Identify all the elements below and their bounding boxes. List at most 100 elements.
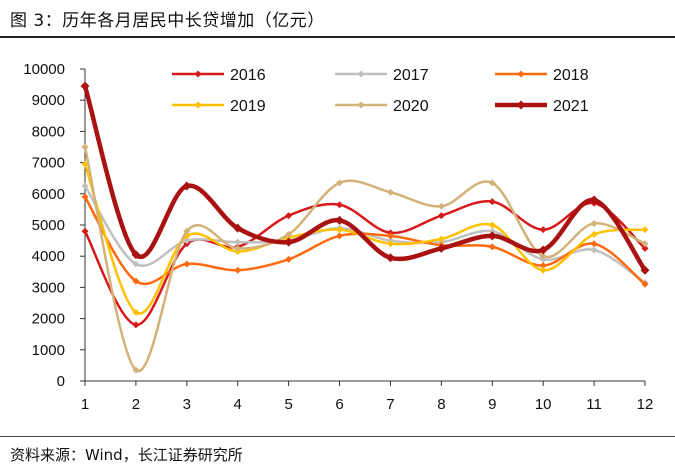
x-tick-label: 2 — [132, 396, 140, 413]
data-point-2019 — [539, 266, 547, 274]
data-point-2021 — [436, 243, 446, 253]
data-point-2021 — [284, 237, 294, 247]
x-tick-label: 5 — [284, 396, 292, 413]
data-point-2016 — [336, 201, 344, 209]
data-point-2019 — [641, 226, 649, 234]
series-2021 — [80, 81, 650, 275]
series-2020 — [81, 143, 649, 374]
data-point-2018 — [590, 240, 598, 248]
legend-label: 2016 — [230, 67, 266, 84]
data-point-2021 — [182, 181, 192, 191]
legend-marker — [194, 70, 202, 78]
data-point-2020 — [488, 179, 496, 187]
legend-item-2019: 2019 — [172, 98, 266, 115]
legend-item-2016: 2016 — [172, 67, 266, 84]
data-point-2020 — [285, 230, 293, 238]
data-point-2020 — [132, 366, 140, 374]
data-point-2021 — [80, 81, 90, 91]
y-tick-label: 4000 — [32, 248, 65, 265]
x-tick-label: 9 — [488, 396, 496, 413]
data-point-2018 — [386, 232, 394, 240]
data-point-2021 — [589, 195, 599, 205]
data-point-2017 — [132, 260, 140, 268]
y-tick-label: 8000 — [32, 123, 65, 140]
data-point-2017 — [81, 182, 89, 190]
legend-item-2021: 2021 — [495, 98, 589, 115]
legend-label: 2021 — [553, 98, 589, 115]
data-point-2020 — [641, 240, 649, 248]
data-point-2018 — [183, 260, 191, 268]
legend-label: 2019 — [230, 98, 266, 115]
data-point-2020 — [336, 179, 344, 187]
chart-legend: 2016 2017 2018 2019 2020 2021 — [172, 67, 589, 115]
data-point-2020 — [386, 188, 394, 196]
x-tick-label: 1 — [81, 396, 89, 413]
data-point-2019 — [590, 230, 598, 238]
y-tick-label: 6000 — [32, 186, 65, 203]
x-tick-label: 7 — [386, 396, 394, 413]
data-point-2018 — [488, 243, 496, 251]
y-tick-label: 1000 — [32, 342, 65, 359]
chart-axes: 0 1000 2000 3000 4000 5000 6000 7000 8000 9000 100… — [23, 61, 653, 413]
data-point-2016 — [437, 212, 445, 220]
legend-item-2020: 2020 — [335, 98, 429, 115]
data-point-2019 — [132, 308, 140, 316]
y-tick-label: 5000 — [32, 217, 65, 234]
series-line-2016 — [83, 200, 647, 327]
legend-item-2018: 2018 — [495, 67, 589, 84]
data-point-2020 — [437, 202, 445, 210]
source-divider — [0, 436, 675, 437]
y-tick-label: 2000 — [32, 311, 65, 328]
data-point-2021 — [131, 250, 141, 260]
data-point-2017 — [488, 227, 496, 235]
x-tick-label: 8 — [437, 396, 445, 413]
data-point-2018 — [641, 280, 649, 288]
data-point-2016 — [641, 244, 649, 252]
data-point-2021 — [487, 231, 497, 241]
data-point-2020 — [234, 244, 242, 252]
data-point-2019 — [488, 221, 496, 229]
legend-label: 2018 — [553, 67, 589, 84]
x-tick-label: 4 — [234, 396, 242, 413]
data-point-2016 — [132, 321, 140, 329]
legend-marker — [517, 70, 525, 78]
data-point-2016 — [81, 227, 89, 235]
y-tick-label: 10000 — [23, 61, 65, 78]
title-divider — [0, 36, 675, 38]
x-tick-label: 12 — [637, 396, 654, 413]
legend-marker — [516, 100, 526, 110]
data-point-2018 — [336, 232, 344, 240]
data-point-2018 — [285, 255, 293, 263]
y-tick-label: 3000 — [32, 279, 65, 296]
data-point-2020 — [183, 227, 191, 235]
data-point-2018 — [234, 266, 242, 274]
data-point-2018 — [81, 193, 89, 201]
data-point-2020 — [539, 252, 547, 260]
legend-marker — [357, 70, 365, 78]
y-tick-label: 0 — [57, 373, 65, 390]
legend-item-2017: 2017 — [335, 67, 429, 84]
data-point-2021 — [538, 245, 548, 255]
data-point-2019 — [81, 160, 89, 168]
x-tick-label: 10 — [535, 396, 552, 413]
legend-marker — [194, 101, 202, 109]
data-point-2020 — [81, 143, 89, 151]
data-point-2019 — [437, 235, 445, 243]
y-tick-label: 9000 — [32, 92, 65, 109]
data-point-2018 — [539, 262, 547, 270]
chart-series — [80, 81, 650, 374]
x-tick-label: 6 — [335, 396, 343, 413]
data-point-2021 — [233, 223, 243, 233]
data-point-2016 — [285, 212, 293, 220]
data-point-2017 — [234, 238, 242, 246]
data-point-2021 — [640, 265, 650, 275]
x-tick-label: 11 — [586, 396, 602, 413]
data-point-2016 — [488, 198, 496, 206]
data-point-2018 — [132, 277, 140, 285]
data-point-2019 — [336, 226, 344, 234]
legend-label: 2017 — [393, 67, 429, 84]
data-point-2017 — [590, 246, 598, 254]
legend-marker — [357, 101, 365, 109]
data-point-2016 — [539, 226, 547, 234]
